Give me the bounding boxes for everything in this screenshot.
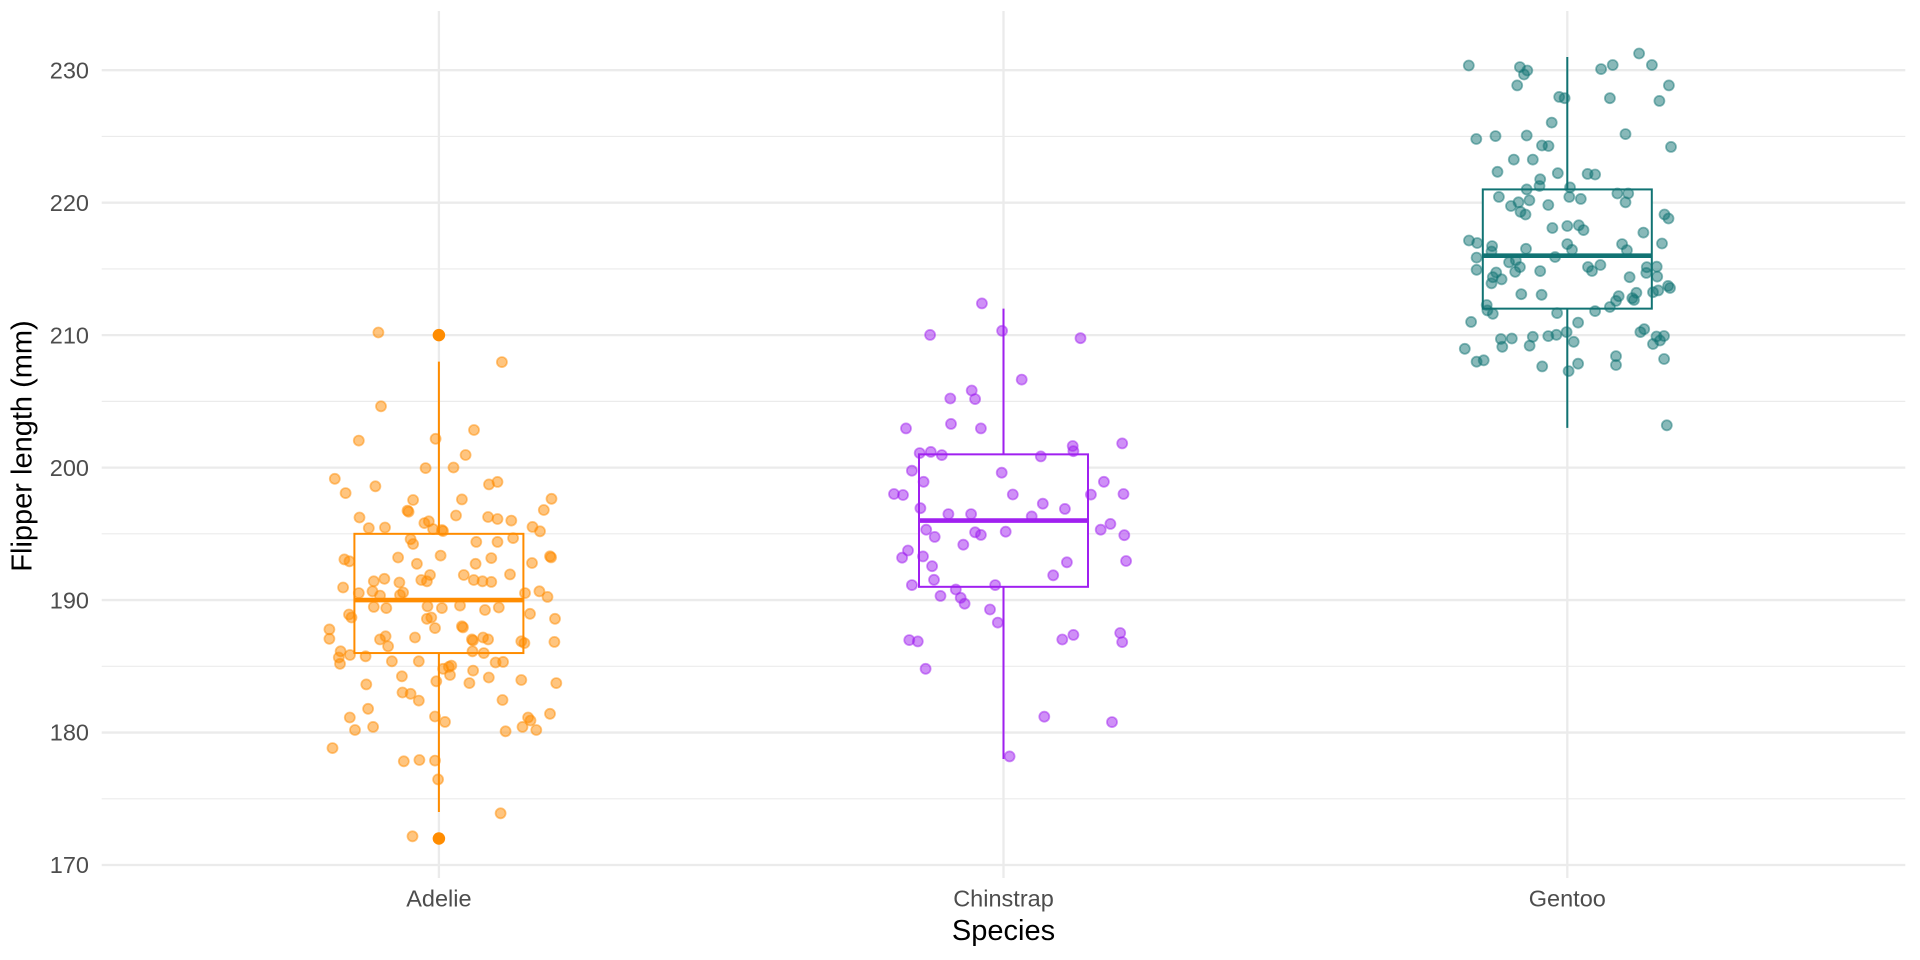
svg-text:170: 170 bbox=[50, 852, 89, 878]
svg-text:220: 220 bbox=[50, 190, 89, 216]
svg-text:Species: Species bbox=[952, 915, 1055, 947]
svg-text:Flipper length (mm): Flipper length (mm) bbox=[7, 320, 39, 571]
svg-text:Chinstrap: Chinstrap bbox=[953, 886, 1054, 912]
svg-text:180: 180 bbox=[50, 720, 89, 746]
svg-text:210: 210 bbox=[50, 322, 89, 348]
svg-text:200: 200 bbox=[50, 455, 89, 481]
svg-text:230: 230 bbox=[50, 57, 89, 83]
svg-text:Gentoo: Gentoo bbox=[1529, 886, 1606, 912]
svg-text:Adelie: Adelie bbox=[406, 886, 471, 912]
svg-text:190: 190 bbox=[50, 587, 89, 613]
